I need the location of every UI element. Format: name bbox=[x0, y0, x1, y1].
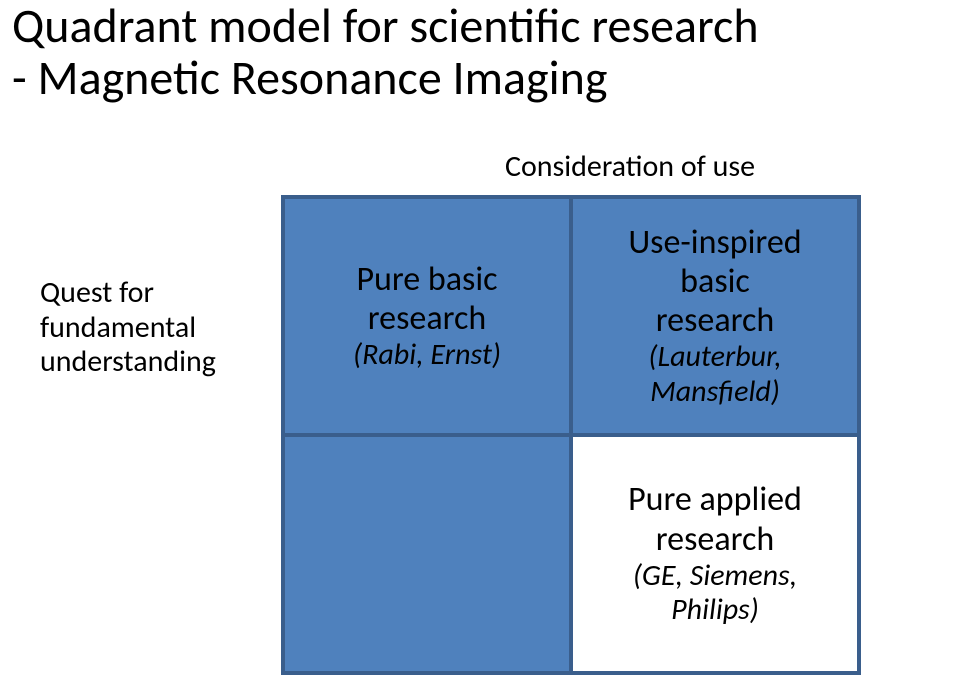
title-line-1: Quadrant model for scientific research bbox=[12, 0, 948, 52]
title-line-2: - Magnetic Resonance Imaging bbox=[12, 52, 948, 104]
quadrant-tl-label: Pure basicresearch bbox=[356, 260, 497, 338]
quadrant-tr-names: (Lauterbur,Mansfield) bbox=[648, 340, 781, 409]
quadrant-br-names: (GE, Siemens,Philips) bbox=[633, 559, 797, 628]
quadrant-bottom-left bbox=[283, 435, 571, 673]
axis-left-line-1: Quest for bbox=[40, 274, 154, 311]
quadrant-top-right: Use-inspiredbasicresearch (Lauterbur,Man… bbox=[571, 197, 859, 435]
axis-left-line-3: understanding bbox=[40, 343, 216, 380]
quadrant-tl-names: (Rabi, Ernst) bbox=[353, 338, 501, 373]
quadrant-tr-label: Use-inspiredbasicresearch bbox=[628, 223, 801, 340]
quadrant-br-label: Pure appliedresearch bbox=[628, 480, 802, 558]
axis-label-left: Quest for fundamental understanding bbox=[40, 276, 265, 380]
page-title: Quadrant model for scientific research -… bbox=[12, 0, 948, 104]
axis-left-line-2: fundamental bbox=[40, 309, 196, 346]
quadrant-top-left: Pure basicresearch (Rabi, Ernst) bbox=[283, 197, 571, 435]
slide: { "canvas": { "width": 960, "height": 69… bbox=[0, 0, 960, 692]
quadrant-bottom-right: Pure appliedresearch (GE, Siemens,Philip… bbox=[571, 435, 859, 673]
quadrant-grid: Pure basicresearch (Rabi, Ernst) Use-ins… bbox=[281, 195, 861, 675]
axis-label-top: Consideration of use bbox=[470, 148, 790, 185]
